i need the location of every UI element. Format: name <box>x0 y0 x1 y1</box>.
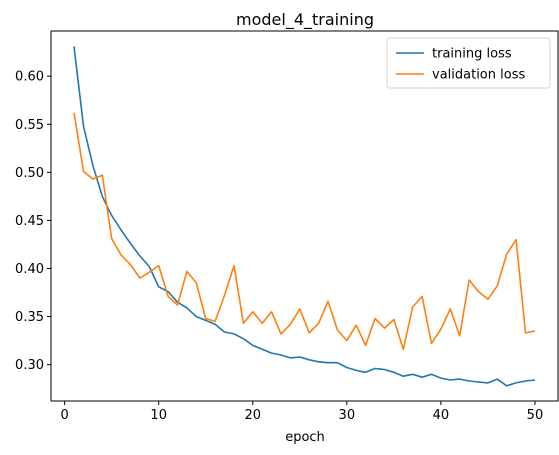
y-tick-label: 0.40 <box>15 262 44 277</box>
plot-frame <box>50 30 559 402</box>
x-tick-label: 30 <box>339 408 356 423</box>
x-tick-label: 10 <box>150 408 167 423</box>
legend: training loss validation loss <box>386 37 551 89</box>
series-lines <box>73 46 536 387</box>
x-tick-label: 50 <box>527 408 544 423</box>
chart-title: model_4_training <box>236 10 374 30</box>
y-tick-label: 0.50 <box>15 166 44 181</box>
y-tick-label: 0.30 <box>15 358 44 373</box>
legend-label: validation loss <box>432 68 525 83</box>
y-tick-label: 0.45 <box>15 214 44 229</box>
legend-box <box>386 37 551 89</box>
x-tick-label: 0 <box>60 408 68 423</box>
y-tick-label: 0.60 <box>15 70 44 85</box>
x-tick-label: 20 <box>244 408 261 423</box>
y-tick-label: 0.55 <box>15 118 44 133</box>
legend-label: training loss <box>432 47 512 62</box>
axis-ticks: 0 10 20 30 40 50 0.30 0.35 0.40 0.45 0.50 0.55 0.60 <box>15 70 543 423</box>
y-tick-label: 0.35 <box>15 310 44 325</box>
series-line-training-loss <box>73 46 536 387</box>
series-line-validation-loss <box>73 112 536 351</box>
x-axis-title: epoch <box>285 430 325 445</box>
x-tick-label: 40 <box>433 408 450 423</box>
